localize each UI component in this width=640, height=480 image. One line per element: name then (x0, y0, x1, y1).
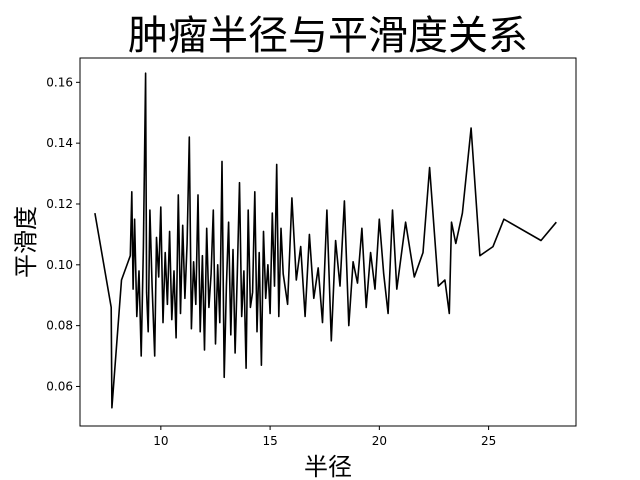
y-tick-label: 0.14 (46, 136, 73, 150)
y-axis-label: 平滑度 (12, 206, 40, 278)
plot-area-frame (79, 57, 577, 427)
chart-title: 肿瘤半径与平滑度关系 (128, 13, 528, 59)
x-tick-label: 10 (153, 434, 168, 448)
y-tick-label: 0.16 (46, 75, 73, 89)
y-tick-label: 0.12 (46, 197, 73, 211)
x-axis-label: 半径 (304, 453, 352, 480)
y-tick-label: 0.06 (46, 379, 73, 393)
y-tick-label: 0.10 (46, 258, 73, 272)
x-tick-label: 15 (262, 434, 277, 448)
y-tick-label: 0.08 (46, 319, 73, 333)
axis-ticks: 10 15 20 25 0.06 0.08 0.10 0.12 0.14 0.16 (46, 75, 496, 448)
series-line (94, 72, 557, 409)
x-tick-label: 20 (372, 434, 387, 448)
x-tick-label: 25 (481, 434, 496, 448)
